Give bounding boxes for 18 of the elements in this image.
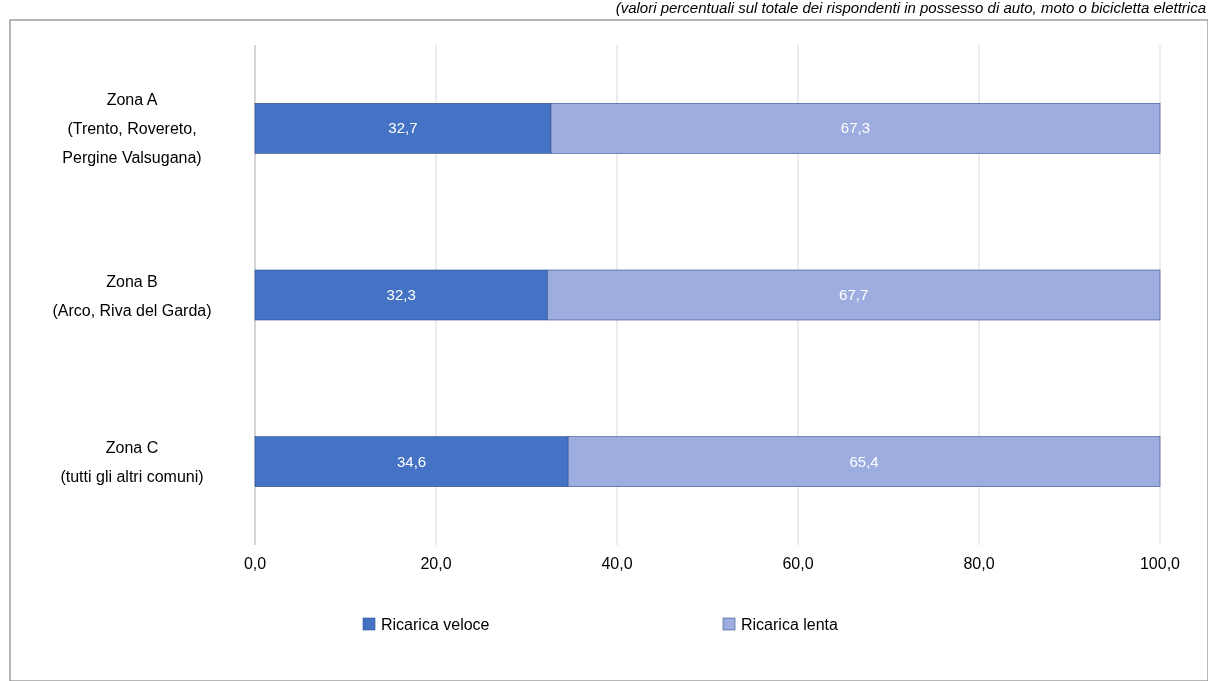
data-label: 32,3: [386, 286, 416, 303]
x-tick-label: 100,0: [1139, 555, 1181, 572]
x-tick-label: 20,0: [420, 555, 452, 572]
x-tick-label: 40,0: [601, 555, 633, 572]
data-label: 32,7: [388, 119, 418, 137]
y-tick-label: Zona B (Arco, Riva del Garda): [52, 272, 212, 319]
data-label: 67,7: [839, 286, 869, 303]
legend-label: Ricarica lenta: [741, 616, 839, 633]
data-label: 34,6: [396, 452, 427, 470]
x-tick-label: 80,0: [963, 555, 995, 572]
data-label: 67,3: [840, 119, 871, 137]
x-tick-label: 0,0: [243, 555, 267, 572]
y-tick-label: Zona A (Trento, Rovereto, Pergine Valsugana): [62, 91, 202, 167]
y-tick-label: Zona C (tutti gli altri comuni): [60, 439, 204, 486]
x-tick-label: 60,0: [782, 555, 814, 572]
data-label: 65,4: [849, 452, 879, 470]
chart-subtitle: (valori percentuali sul totale dei rispondenti in possesso di auto, moto o bicicletta elettrica: [615, 0, 1206, 16]
legend-label: Ricarica veloce: [381, 616, 490, 633]
